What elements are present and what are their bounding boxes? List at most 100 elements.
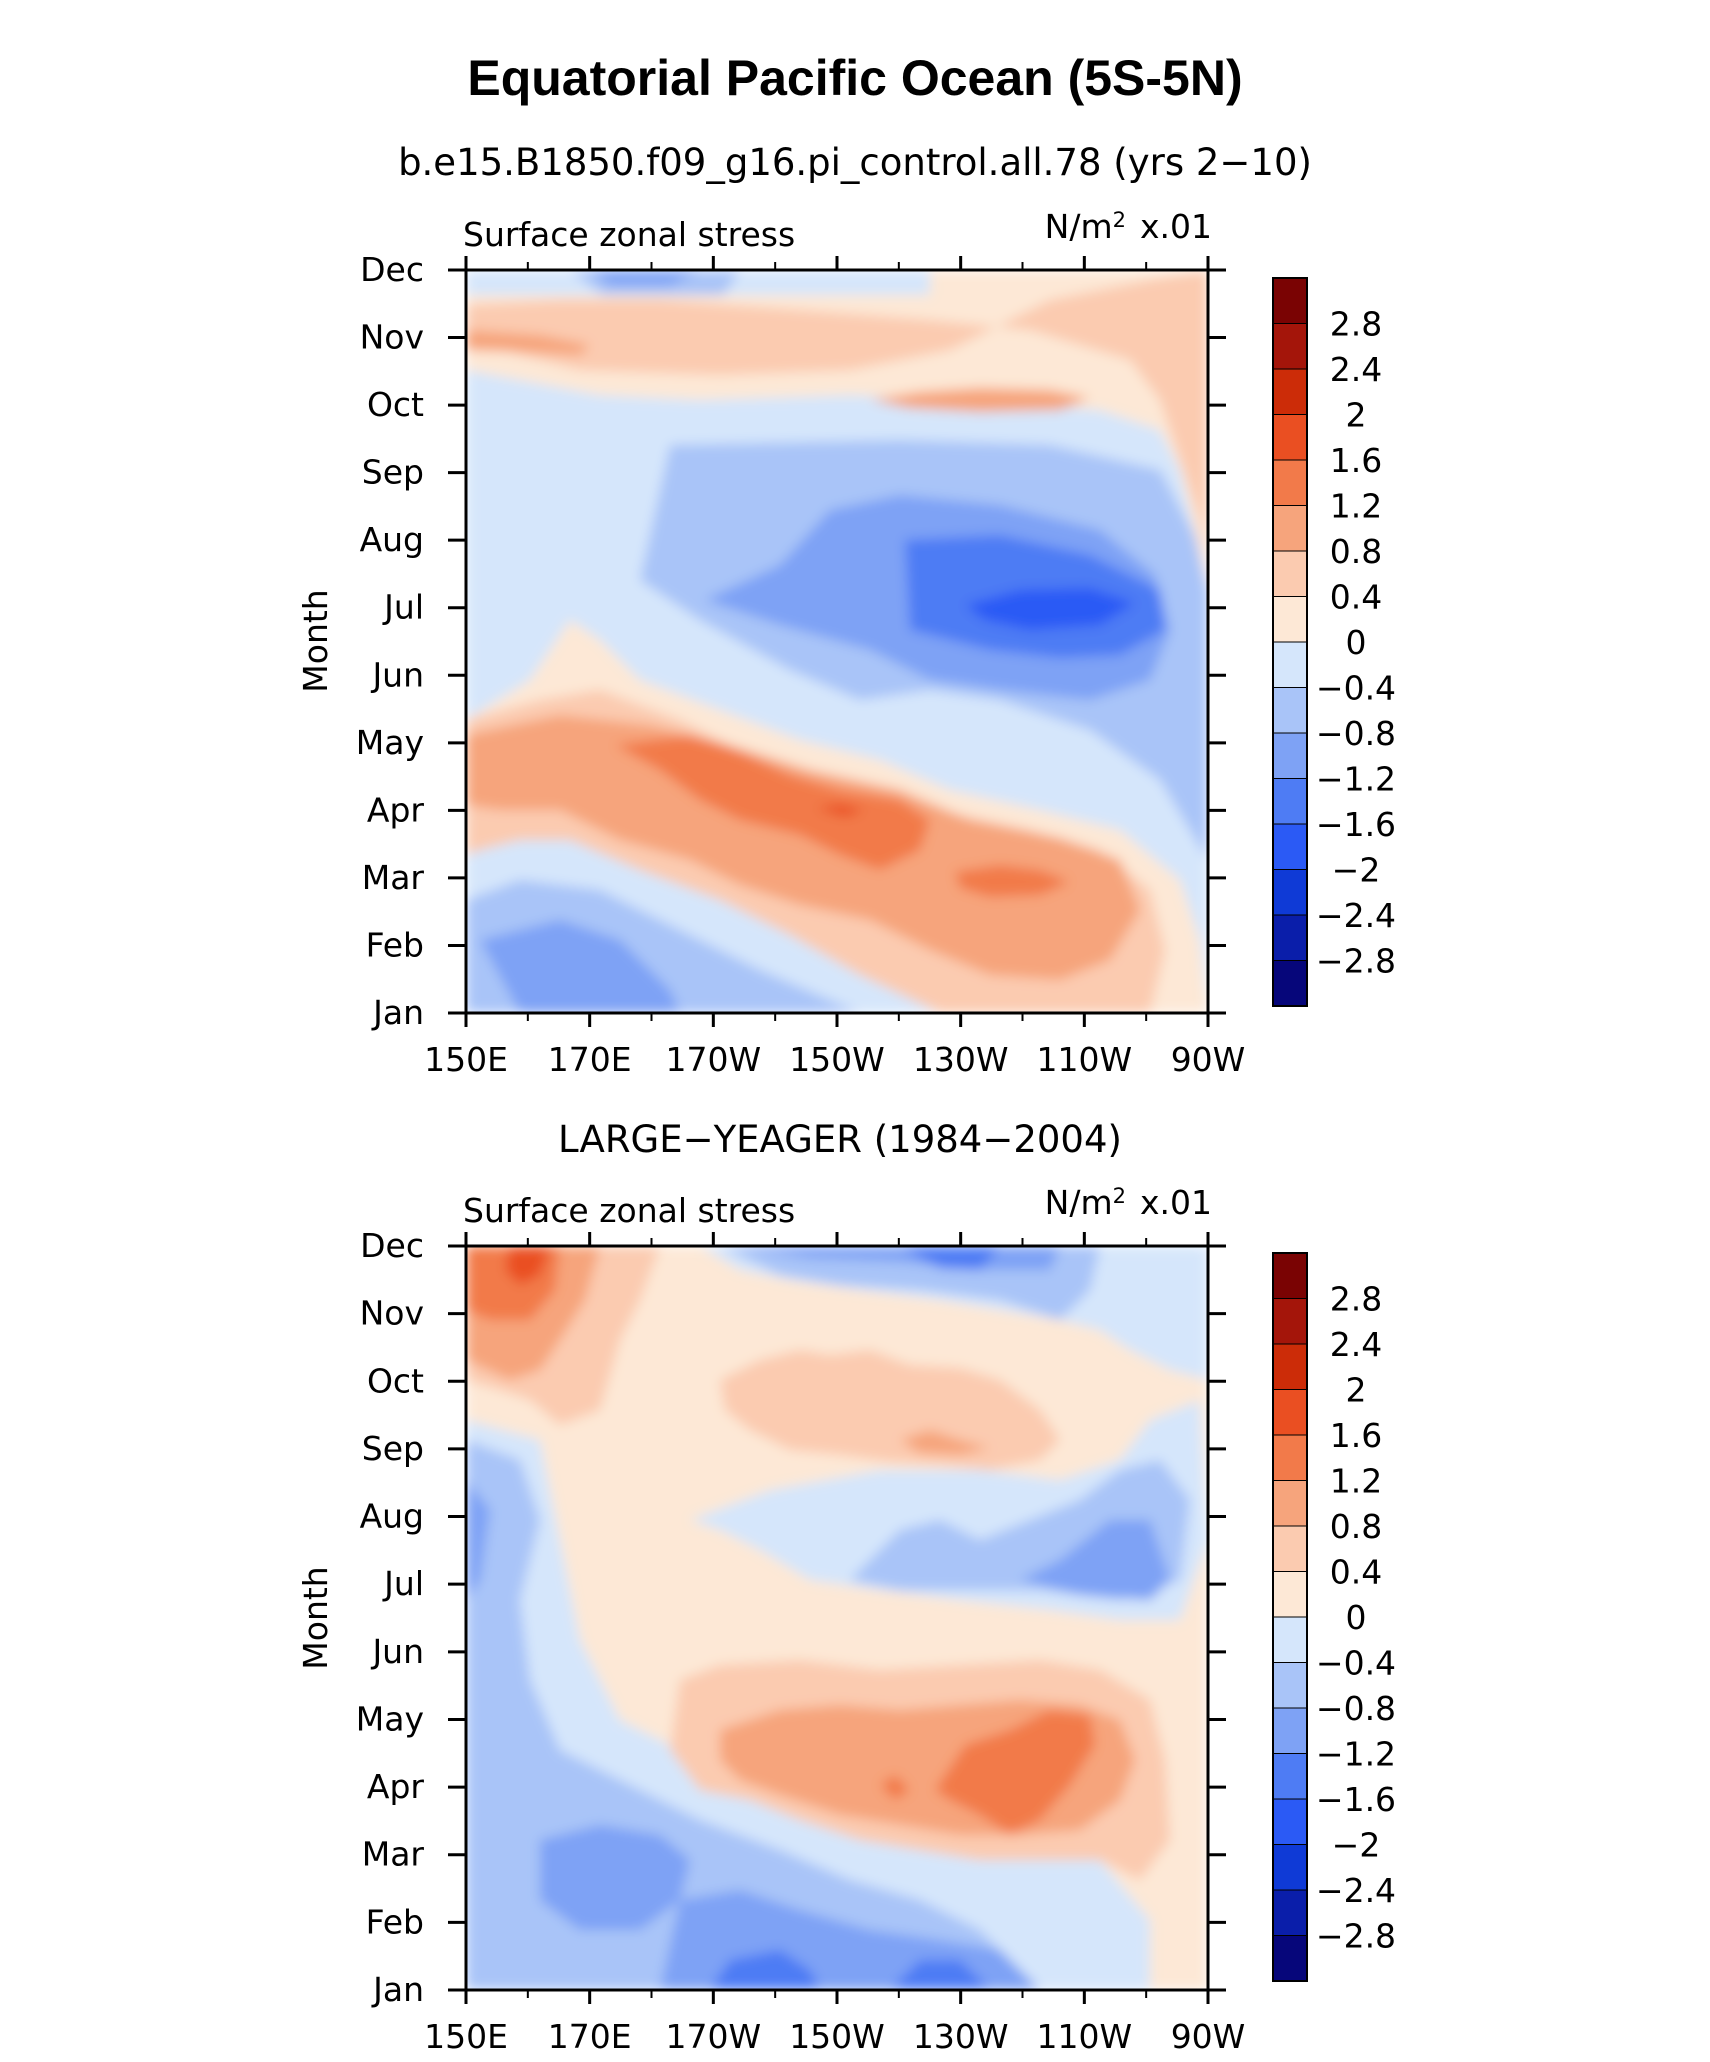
colorbar-label: 2.8	[1330, 1280, 1382, 1319]
contour-band	[480, 920, 680, 1013]
colorbar-label: 0.4	[1330, 1553, 1382, 1592]
colorbar-label: 0.8	[1330, 1507, 1382, 1546]
colorbar-label: −1.6	[1316, 1780, 1396, 1819]
contour-band	[466, 330, 590, 355]
units-superscript: 2	[1113, 208, 1126, 232]
colorbar-box	[1272, 869, 1308, 916]
y-tick-label: Feb	[366, 1902, 424, 1941]
y-tick-label: May	[356, 723, 424, 762]
y-tick-label: Jun	[370, 655, 424, 694]
colorbar-box	[1272, 1298, 1308, 1345]
y-tick-label: Oct	[367, 1361, 424, 1400]
colorbar-label: −1.2	[1316, 760, 1396, 799]
colorbar-box	[1272, 1434, 1308, 1481]
contour-band	[935, 1710, 1095, 1835]
colorbar-label: −0.4	[1316, 1644, 1396, 1683]
colorbar-label: 2.4	[1330, 350, 1382, 389]
contour-band	[955, 865, 1070, 897]
contour-field	[466, 1246, 1208, 1990]
y-tick-label: Nov	[360, 318, 424, 357]
units-base: N/m	[1045, 207, 1113, 246]
colorbar-box	[1272, 1889, 1308, 1936]
panel-top: b.e15.B1850.f09_g16.pi_control.all.78 (y…	[296, 141, 1312, 1079]
units-superscript: 2	[1113, 1184, 1126, 1208]
x-tick-label: 110W	[1037, 2017, 1133, 2056]
contour-band	[815, 804, 865, 817]
colorbar-label: −2.8	[1316, 1917, 1396, 1956]
y-tick-label: May	[356, 1699, 424, 1738]
colorbar-label: 0.8	[1330, 532, 1382, 571]
colorbar-box	[1272, 1571, 1308, 1618]
colorbar-box	[1272, 823, 1308, 870]
units-label: N/m2 x.01	[1045, 207, 1212, 246]
y-axis-label: Month	[296, 589, 335, 692]
colorbar-box	[1272, 914, 1308, 961]
units-label: N/m2 x.01	[1045, 1183, 1212, 1222]
colorbar-label: −2	[1332, 1826, 1381, 1865]
y-tick-label: Jul	[382, 1564, 424, 1603]
y-tick-label: Feb	[366, 925, 424, 964]
colorbar-box	[1272, 960, 1308, 1007]
axes: 150E 170E 170W 150W 130W 110W 90W Jan Feb Mar Apr M…	[356, 1226, 1246, 2056]
y-tick-label: Jun	[370, 1632, 424, 1671]
contour-band	[466, 270, 1208, 560]
contour-band	[900, 1246, 1000, 1270]
y-tick-label: Mar	[362, 858, 425, 897]
panel-title: LARGE−YEAGER (1984−2004)	[558, 1118, 1122, 1161]
x-tick-label: 150E	[424, 2017, 508, 2056]
y-tick-label: Nov	[360, 1294, 424, 1333]
x-tick-label: 110W	[1037, 1040, 1133, 1079]
colorbar-box	[1272, 596, 1308, 643]
y-tick-label: Sep	[362, 453, 424, 492]
colorbar: 2.8 2.4 2 1.6 1.2 0.8 0.4 0 −0.4 −0.8 −1.2 −1.6 −2 −2…	[1272, 277, 1396, 1007]
x-tick-label: 130W	[913, 2017, 1009, 2056]
field-label: Surface zonal stress	[463, 1191, 795, 1230]
colorbar-label: 1.6	[1330, 441, 1382, 480]
y-tick-label: Apr	[367, 790, 425, 829]
contour-band	[900, 1430, 990, 1455]
colorbar-label: 1.6	[1330, 1416, 1382, 1455]
axes: 150E 170E 170W 150W 130W 110W 90W Jan Feb Mar Apr M…	[356, 250, 1246, 1079]
contour-band	[720, 1350, 1060, 1470]
colorbar-label: 2	[1346, 1371, 1367, 1410]
colorbar-label: −0.8	[1316, 1689, 1396, 1728]
contour-band	[965, 588, 1135, 630]
colorbar-box	[1272, 1525, 1308, 1572]
colorbar-box	[1272, 459, 1308, 506]
y-tick-label: Sep	[362, 1429, 424, 1468]
contour-band	[880, 1775, 910, 1800]
colorbar-label: −1.6	[1316, 805, 1396, 844]
x-tick-label: 150E	[424, 1040, 508, 1079]
contour-band	[590, 270, 700, 285]
colorbar-label: 2.4	[1330, 1325, 1382, 1364]
x-tick-label: 170E	[548, 1040, 632, 1079]
colorbar-box	[1272, 1662, 1308, 1709]
contour-band	[505, 1246, 550, 1285]
colorbar-box	[1272, 1343, 1308, 1390]
colorbar-box	[1272, 1707, 1308, 1754]
colorbar-box	[1272, 414, 1308, 461]
x-tick-label: 170W	[666, 1040, 762, 1079]
colorbar-box	[1272, 778, 1308, 825]
x-tick-label: 170W	[666, 2017, 762, 2056]
panel-title: b.e15.B1850.f09_g16.pi_control.all.78 (y…	[398, 141, 1312, 184]
units-scale: x.01	[1140, 207, 1212, 246]
x-tick-label: 170E	[548, 2017, 632, 2056]
y-tick-label: Mar	[362, 1835, 425, 1874]
colorbar-label: −2.4	[1316, 1871, 1396, 1910]
y-tick-label: Jan	[371, 1970, 424, 2009]
y-tick-label: Jan	[371, 993, 424, 1032]
figure-title: Equatorial Pacific Ocean (5S-5N)	[467, 50, 1242, 106]
x-tick-label: 90W	[1171, 2017, 1246, 2056]
field-label: Surface zonal stress	[463, 215, 795, 254]
colorbar-box	[1272, 732, 1308, 779]
contour-band	[615, 735, 930, 870]
colorbar-box	[1272, 1798, 1308, 1845]
y-tick-label: Aug	[360, 520, 424, 559]
y-tick-label: Apr	[367, 1767, 425, 1806]
colorbar-box	[1272, 1389, 1308, 1436]
colorbar-label: 0.4	[1330, 578, 1382, 617]
colorbar-label: −2.4	[1316, 896, 1396, 935]
contour-field	[466, 270, 1208, 1013]
